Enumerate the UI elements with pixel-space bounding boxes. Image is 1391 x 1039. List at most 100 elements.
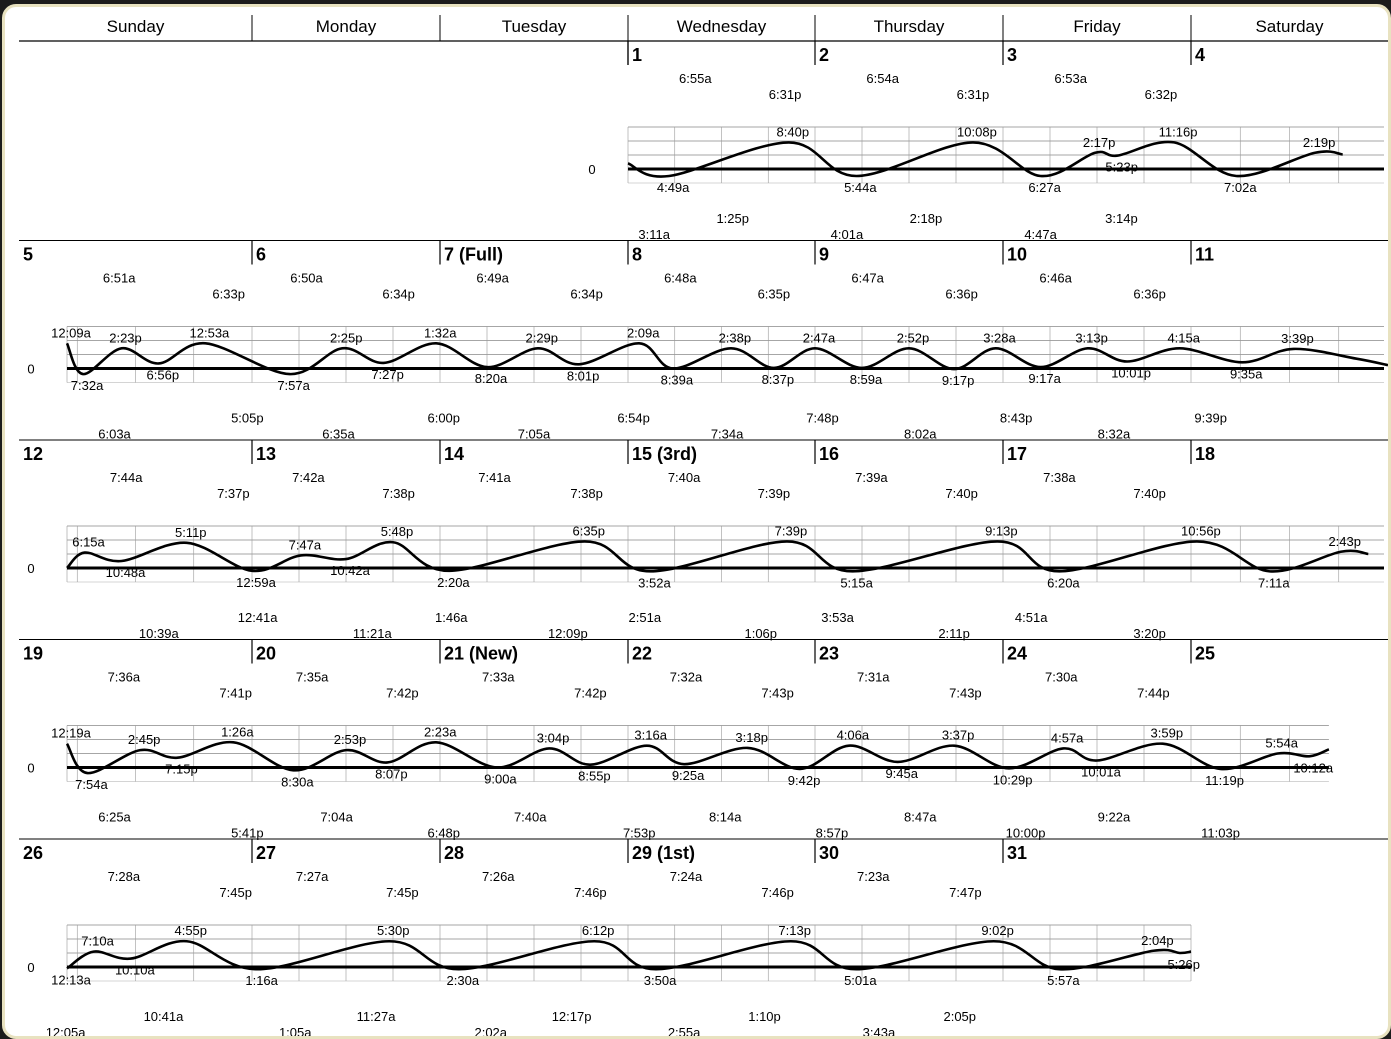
high-tide-time: 2:19p [1303,135,1336,150]
weekday-header-thursday: Thursday [874,17,945,36]
moon-time: 8:14a [709,810,742,825]
moon-time: 1:10p [748,1009,781,1024]
moon-time: 9:22a [1098,810,1131,825]
sunset-time: 7:45p [386,885,419,900]
zero-axis-label: 0 [27,960,34,975]
low-tide-time: 7:15p [165,762,198,777]
moon-time: 3:53a [821,610,854,625]
high-tide-time: 2:45p [128,732,161,747]
sunrise-time: 7:26a [482,869,515,884]
high-tide-time: 6:15a [72,535,105,550]
day-number: 8 [632,245,642,265]
high-tide-time: 4:57a [1051,730,1084,745]
sunrise-time: 7:24a [670,869,703,884]
tide-calendar: Sunday Monday Tuesday Wednesday Thursday Frid… [2,4,1391,1039]
moon-time: 12:05a [46,1025,87,1036]
high-tide-time: 10:56p [1181,523,1221,538]
moon-time: 11:21a [353,626,393,641]
sunrise-time: 7:38a [1043,470,1076,485]
low-tide-time: 8:07p [375,766,408,781]
zero-axis-label: 0 [27,761,34,776]
low-tide-time: 1:16a [245,973,278,988]
moon-time: 6:48p [427,826,460,841]
high-tide-time: 9:13p [985,523,1018,538]
sunrise-time: 7:32a [670,670,703,685]
low-tide-time: 3:50a [644,973,677,988]
day-number: 28 [444,843,464,863]
sunset-time: 6:31p [957,87,990,102]
day-number: 17 [1007,444,1027,464]
high-tide-time: 3:18p [735,730,768,745]
high-tide-time: 2:25p [330,330,363,345]
low-tide-time: 8:37p [762,372,795,387]
low-tide-time: 12:13a [51,972,92,987]
sunrise-time: 6:46a [1039,271,1072,286]
sunrise-time: 6:55a [679,71,712,86]
low-tide-time: 7:11a [1258,575,1290,590]
moon-time: 6:03a [98,427,131,442]
moon-time: 7:34a [711,427,744,442]
sunset-time: 7:43p [761,686,794,701]
sunset-time: 6:35p [758,287,791,302]
sunrise-time: 7:35a [296,670,329,685]
weekday-header-monday: Monday [316,17,377,36]
sunset-time: 7:37p [217,486,250,501]
high-tide-time: 2:43p [1328,534,1361,549]
moon-time: 7:04a [320,810,353,825]
sunset-time: 7:39p [758,486,791,501]
weekday-header-sunday: Sunday [107,17,165,36]
low-tide-time: 5:01a [844,973,877,988]
moon-time: 3:20p [1133,626,1166,641]
moon-time: 1:06p [744,626,777,641]
low-tide-time: 12:59a [236,575,277,590]
moon-time: 10:39a [139,626,180,641]
low-tide-time: 10:10a [115,963,156,978]
low-tide-time: 8:39a [661,373,694,388]
tide-curve [628,142,1343,177]
moon-time: 11:27a [357,1009,397,1024]
low-tide-time: 9:17a [1028,371,1061,386]
moon-time: 6:25a [98,810,131,825]
sunset-time: 7:41p [219,686,252,701]
low-tide-time: 10:12a [1293,760,1334,775]
moon-time: 3:11a [638,227,670,242]
high-tide-time: 2:23a [424,724,457,739]
day-number: 26 [23,843,43,863]
high-tide-time: 1:32a [424,325,457,340]
sunset-time: 7:42p [574,686,607,701]
sunrise-time: 7:27a [296,869,329,884]
high-tide-time: 2:23p [109,330,142,345]
low-tide-time: 5:44a [844,180,877,195]
sunrise-time: 6:54a [866,71,899,86]
day-number: 5 [23,245,33,265]
moon-time: 10:41a [144,1009,185,1024]
day-number: 20 [256,644,276,664]
sunset-time: 7:38p [570,486,603,501]
high-tide-time: 3:13p [1075,330,1108,345]
moon-time: 11:03p [1201,826,1240,841]
low-tide-time: 4:49a [657,180,690,195]
high-tide-time: 3:04p [537,730,570,745]
day-number: 9 [819,245,829,265]
weekday-header-friday: Friday [1073,17,1121,36]
moon-time: 2:05p [943,1009,976,1024]
zero-axis-label: 0 [27,362,34,377]
moon-time: 5:05p [231,411,264,426]
moon-time: 8:32a [1098,427,1131,442]
day-number: 21 (New) [444,644,518,664]
moon-time: 12:17p [552,1009,592,1024]
high-tide-time: 2:17p [1083,135,1116,150]
low-tide-time: 6:20a [1047,575,1080,590]
low-tide-time: 8:20a [475,371,508,386]
sunset-time: 7:44p [1137,686,1170,701]
sunrise-time: 6:53a [1054,71,1087,86]
sunrise-time: 7:41a [478,470,511,485]
day-number: 15 (3rd) [632,444,697,464]
high-tide-time: 2:09a [627,325,660,340]
high-tide-time: 4:15a [1167,330,1200,345]
moon-time: 2:55a [668,1025,701,1036]
day-number: 6 [256,245,266,265]
day-number: 1 [632,45,642,65]
sunset-time: 6:36p [1133,287,1166,302]
high-tide-time: 2:04p [1141,933,1174,948]
